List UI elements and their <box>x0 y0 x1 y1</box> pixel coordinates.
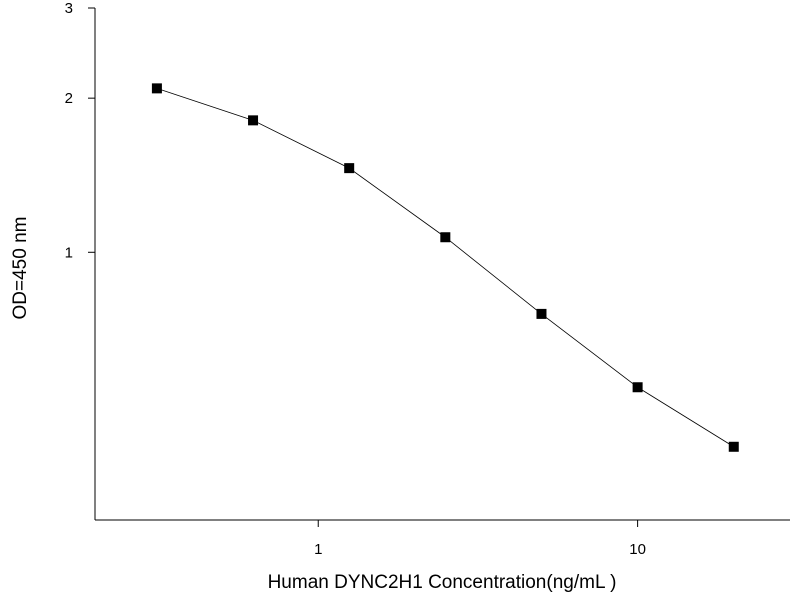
y-tick-label: 2 <box>65 90 73 107</box>
marker <box>344 163 355 174</box>
y-axis-title: OD=450 nm <box>10 217 31 320</box>
y-tick-label: 3 <box>65 0 73 17</box>
marker <box>151 83 162 94</box>
marker <box>536 308 547 319</box>
x-axis-title: Human DYNC2H1 Concentration(ng/mL ) <box>268 572 617 593</box>
curve <box>156 87 734 448</box>
x-tick-label: 10 <box>629 541 646 558</box>
marker <box>632 382 643 393</box>
marker <box>440 232 451 243</box>
marker <box>728 441 739 452</box>
y-tick-label: 1 <box>65 244 73 261</box>
x-tick-label: 1 <box>314 541 322 558</box>
marker <box>248 115 259 126</box>
